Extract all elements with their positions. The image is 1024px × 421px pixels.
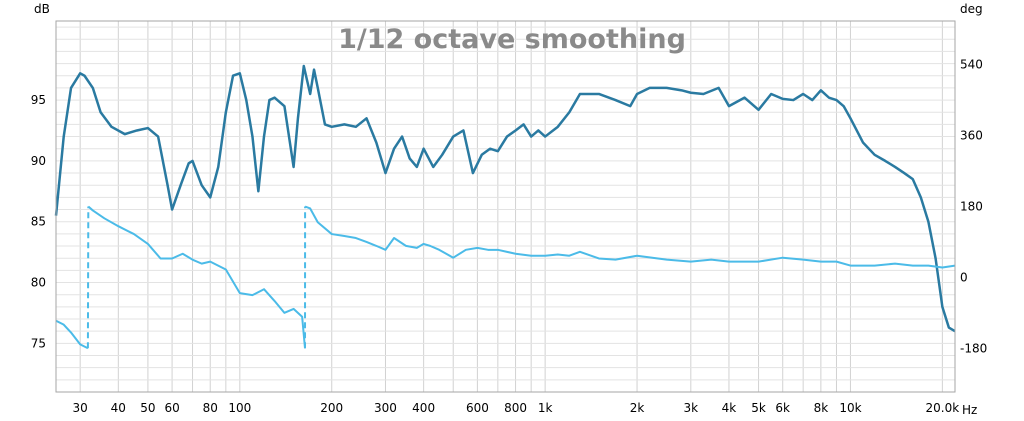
x-tick-label: 6k (775, 401, 790, 415)
y-tick-label: 90 (31, 154, 46, 168)
y-tick-label: 75 (31, 336, 46, 350)
x-tick-label: 100 (228, 401, 251, 415)
grid (56, 21, 955, 392)
x-tick-label: 300 (374, 401, 397, 415)
phase-curve (304, 205, 956, 269)
y-tick-label: 95 (31, 93, 46, 107)
y2-tick-label: 540 (960, 58, 983, 72)
left-axis-unit: dB (34, 2, 50, 16)
y2-tick-label: -180 (960, 341, 987, 355)
axes-labels: 30 40 50 60 80 100 200 300 400 600 800 1k 2k 3k 4k 5k 6k… (31, 58, 988, 415)
y2-tick-label: 0 (960, 270, 968, 284)
x-tick-label: 2k (630, 401, 645, 415)
y2-tick-label: 360 (960, 129, 983, 143)
right-axis-unit: deg (960, 2, 983, 16)
plot-frame (55, 20, 956, 393)
phase-curve (87, 205, 307, 349)
x-tick-label: 8k (814, 401, 829, 415)
x-tick-label: 4k (722, 401, 737, 415)
spl-curve (54, 64, 956, 333)
chart-title: 1/12 octave smoothing (338, 24, 686, 55)
y2-tick-label: 180 (960, 200, 983, 214)
x-tick-label: 1k (538, 401, 553, 415)
phase-curve (55, 319, 89, 350)
curves (54, 64, 956, 350)
x-tick-label: 50 (140, 401, 155, 415)
x-tick-label: 600 (466, 401, 489, 415)
plot-background (56, 21, 955, 392)
x-tick-label: 10k (839, 401, 861, 415)
x-tick-label: 60 (164, 401, 179, 415)
x-tick-label: 20.0k (926, 401, 960, 415)
x-tick-label: 800 (504, 401, 527, 415)
x-tick-label: 5k (751, 401, 766, 415)
y-tick-label: 85 (31, 215, 46, 229)
x-tick-label: 200 (320, 401, 343, 415)
x-tick-label: 400 (412, 401, 435, 415)
x-tick-label: 30 (73, 401, 88, 415)
x-tick-label: 80 (203, 401, 218, 415)
x-tick-label: 3k (684, 401, 699, 415)
x-axis-unit: Hz (962, 403, 977, 417)
y-tick-label: 80 (31, 276, 46, 290)
x-tick-label: 40 (111, 401, 126, 415)
